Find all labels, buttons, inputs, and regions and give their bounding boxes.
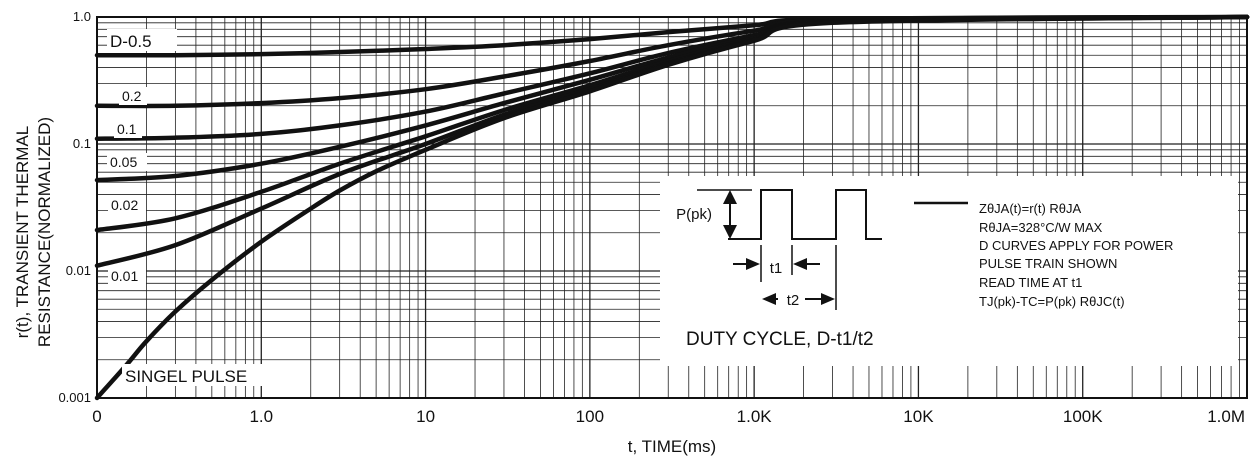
plot-frame — [96, 16, 1248, 399]
series-label-bg — [114, 120, 142, 138]
series-line — [94, 14, 1250, 141]
series-label: 0.1 — [117, 121, 137, 137]
series-label: D-0.5 — [110, 32, 152, 51]
inset-panel: P(pk) t1 t2 DUTY CYCLE, D-t1/t2 ZθJA(t)=… — [660, 176, 1238, 366]
inset-note-2: RθJA=328°C/W MAX — [979, 220, 1103, 235]
inset-note-5: READ TIME AT t1 — [979, 275, 1082, 290]
t2-arrowhead-left — [762, 293, 776, 305]
series-label: SINGEL PULSE — [125, 367, 247, 386]
series-label-bg — [119, 87, 147, 105]
x-tick-labels: 0 1.0 10 100 1.0K 10K 100K 1.0M — [92, 407, 1245, 426]
series-label-bg — [122, 364, 288, 386]
y-axis-label-line2: RESISTANCE(NORMALIZED) — [35, 117, 54, 347]
y-tick-label: 0.001 — [58, 390, 91, 405]
t2-arrowhead-right — [821, 293, 835, 305]
inset-note-1: ZθJA(t)=r(t) RθJA — [979, 201, 1082, 216]
inset-note-3: D CURVES APPLY FOR POWER — [979, 238, 1173, 253]
series-label: 0.05 — [110, 154, 137, 170]
pulse-height-arrowhead-up — [723, 190, 737, 204]
inset-note-4: PULSE TRAIN SHOWN — [979, 256, 1117, 271]
x-axis-label: t, TIME(ms) — [628, 437, 716, 456]
series-label-bg — [108, 267, 146, 285]
y-tick-label: 0.01 — [66, 263, 91, 278]
series-label: 0.01 — [111, 268, 138, 284]
curves — [94, 14, 1250, 401]
x-tick-label: 10 — [416, 407, 435, 426]
series-label: 0.2 — [122, 88, 142, 104]
t1-arrowhead-right — [793, 258, 807, 270]
y-tick-label: 0.1 — [73, 136, 91, 151]
t2-label: t2 — [787, 292, 800, 309]
x-tick-label: 1.0 — [249, 407, 273, 426]
x-tick-label: 1.0M — [1207, 407, 1245, 426]
pulse-label: P(pk) — [676, 206, 712, 223]
series-label-bg — [107, 29, 177, 51]
x-tick-label: 100 — [576, 407, 604, 426]
series-labels: D-0.5 0.2 0.1 0.05 0.02 0.01 SINGEL PULSE — [107, 29, 288, 386]
series-label-bg — [107, 153, 147, 171]
inset-note-6: TJ(pk)-TC=P(pk) RθJC(t) — [979, 294, 1125, 309]
series-line — [94, 14, 1250, 183]
y-axis-label-line1: r(t), TRANSIENT THERMAL — [13, 126, 32, 339]
series-label-bg — [108, 196, 146, 214]
t1-label: t1 — [770, 260, 783, 277]
inset-background — [660, 176, 1238, 366]
x-tick-label: 10K — [903, 407, 934, 426]
y-tick-label: 1.0 — [73, 9, 91, 24]
t1-arrowhead-left — [746, 258, 760, 270]
x-tick-label: 1.0K — [737, 407, 773, 426]
pulse-height-arrowhead-down — [723, 225, 737, 239]
x-tick-label: 0 — [92, 407, 101, 426]
x-tick-label: 100K — [1063, 407, 1103, 426]
series-line — [94, 14, 1250, 401]
duty-cycle-label: DUTY CYCLE, D-t1/t2 — [686, 329, 874, 350]
y-tick-labels: 1.0 0.1 0.01 0.001 — [58, 9, 91, 405]
pulse-train-waveform — [728, 189, 882, 240]
series-label: 0.02 — [111, 197, 138, 213]
